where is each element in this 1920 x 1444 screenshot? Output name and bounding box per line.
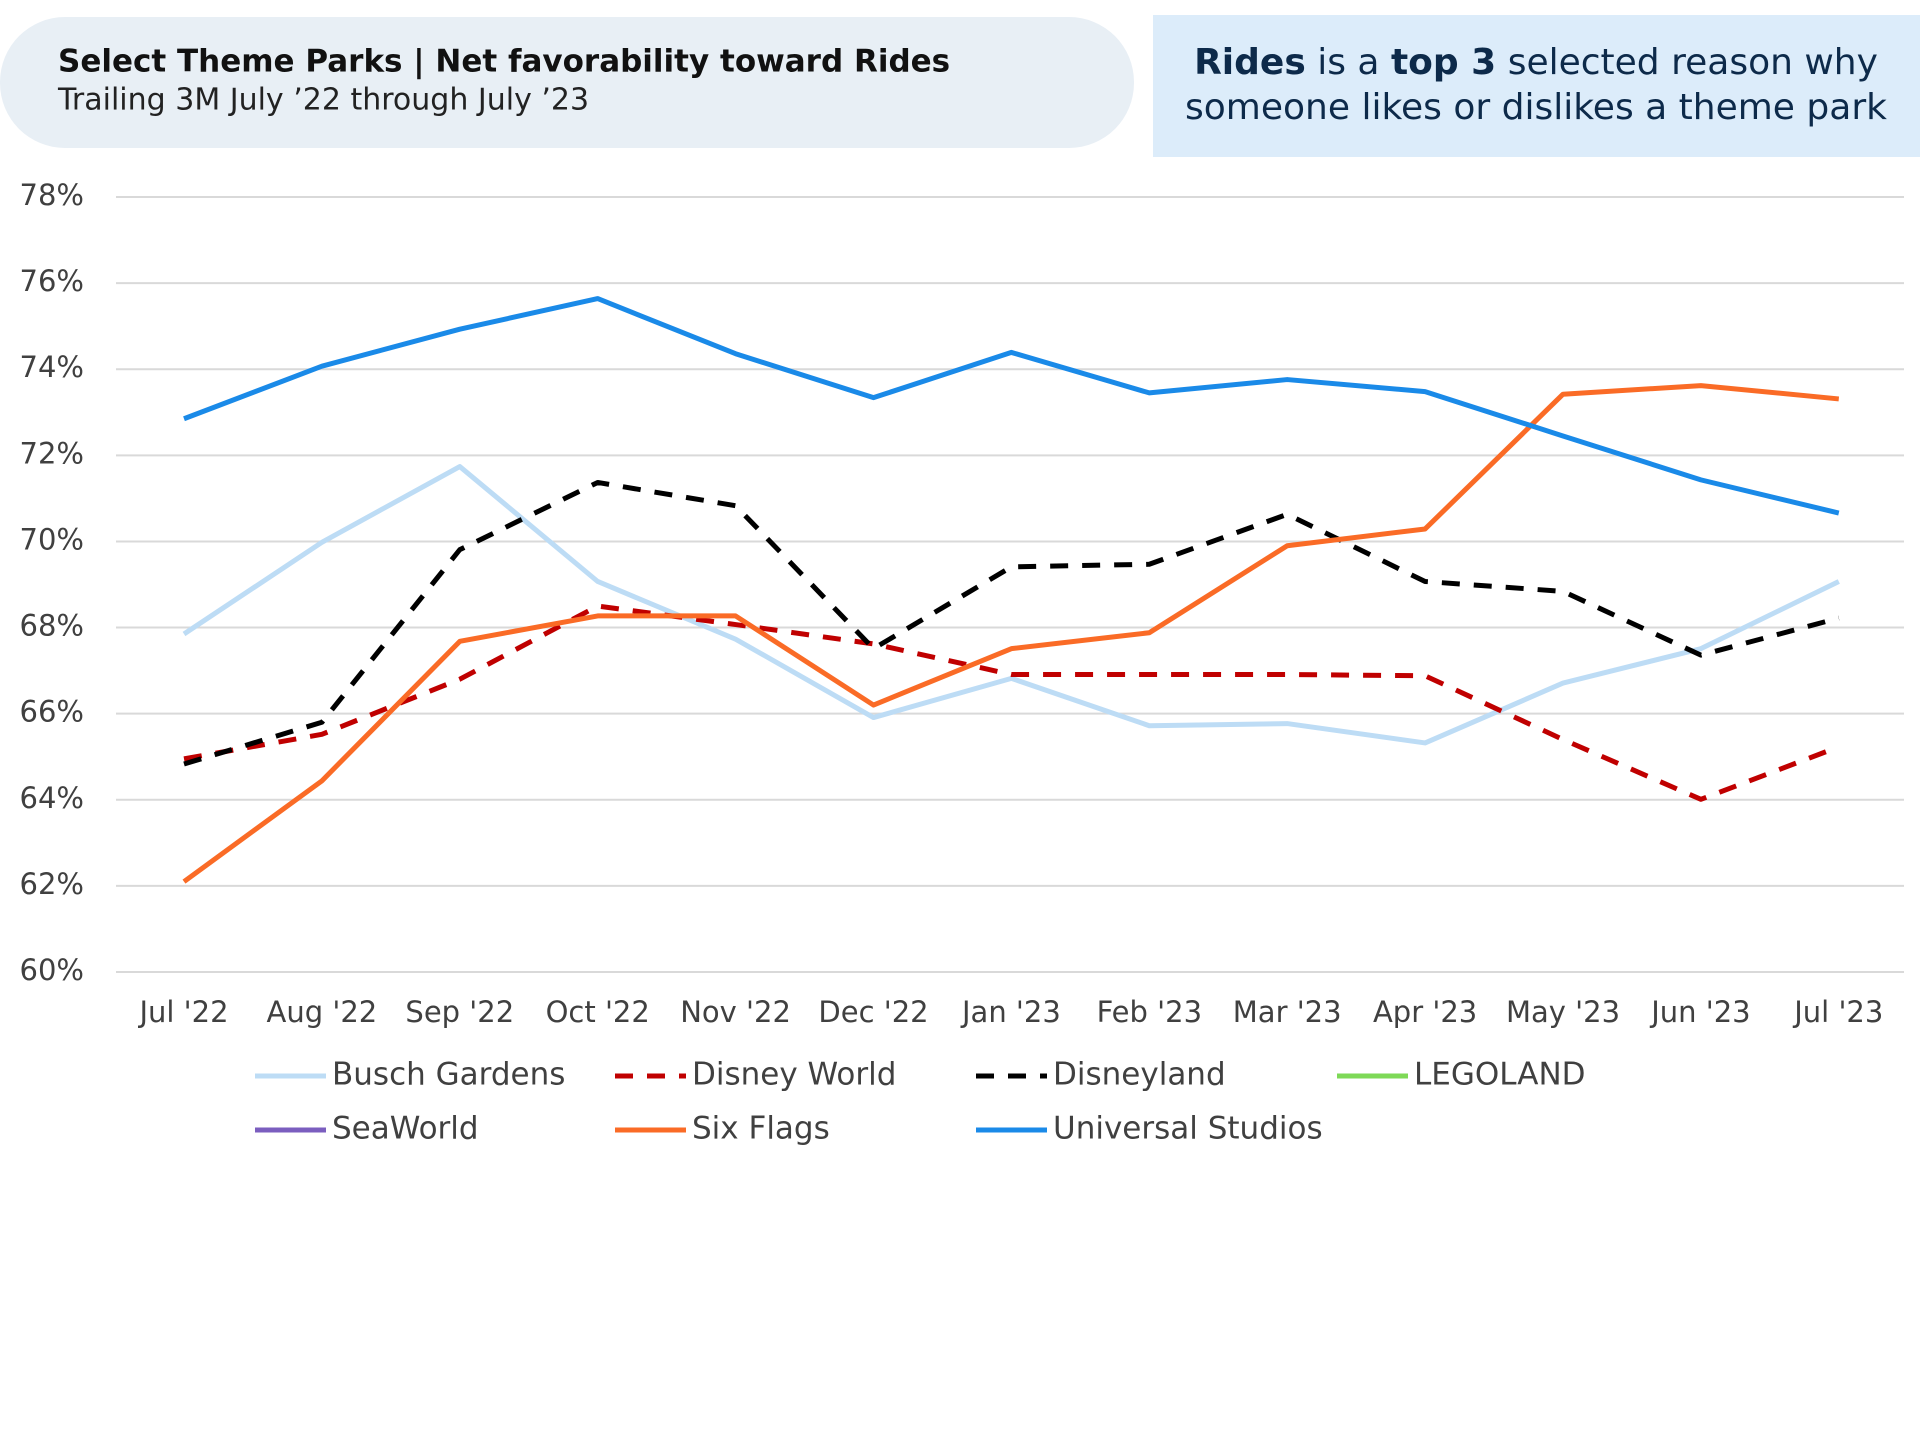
y-tick-label: 70% — [20, 522, 84, 556]
x-tick-label: Feb '23 — [1097, 995, 1202, 1029]
x-tick-label: Oct '22 — [546, 995, 650, 1029]
callout-line: Rides is a top 3 selected reason why — [1194, 42, 1878, 83]
x-tick-label: Sep '22 — [405, 995, 514, 1029]
x-tick-label: Dec '22 — [818, 995, 928, 1029]
legend-label: Universal Studios — [1053, 1111, 1323, 1147]
x-tick-label: Mar '23 — [1233, 995, 1342, 1029]
x-tick-label: Jan '23 — [960, 995, 1061, 1029]
callout-text: selected reason why — [1508, 42, 1878, 83]
legend-label: Disney World — [692, 1057, 896, 1093]
callout-line: someone likes or dislikes a theme park — [1185, 87, 1887, 128]
callout-text: is a — [1317, 42, 1379, 83]
chart-title: Select Theme Parks | Net favorability to… — [58, 44, 950, 80]
y-tick-label: 72% — [20, 436, 84, 470]
header-pill — [0, 17, 1134, 148]
x-tick-label: Aug '22 — [267, 995, 378, 1029]
x-tick-label: Jul '22 — [137, 995, 228, 1029]
x-tick-label: Nov '22 — [680, 995, 791, 1029]
callout-bold: top 3 — [1391, 42, 1496, 83]
legend-label: SeaWorld — [332, 1111, 479, 1147]
series-line — [183, 479, 1840, 767]
legend-label: Six Flags — [692, 1111, 830, 1147]
series-line — [183, 603, 1840, 802]
x-tick-label: May '23 — [1506, 995, 1620, 1029]
callout-box — [1153, 15, 1920, 157]
series-line — [183, 296, 1840, 516]
legend-label: Busch Gardens — [332, 1057, 565, 1093]
x-tick-label: Apr '23 — [1373, 995, 1477, 1029]
y-tick-label: 60% — [20, 953, 84, 987]
y-tick-label: 62% — [20, 867, 84, 901]
chart-subtitle: Trailing 3M July ’22 through July ’23 — [57, 83, 589, 118]
y-tick-label: 68% — [20, 609, 84, 643]
y-tick-label: 78% — [20, 178, 84, 212]
x-tick-label: Jul '23 — [1792, 995, 1883, 1029]
series-line — [182, 464, 1840, 746]
y-tick-label: 66% — [20, 695, 84, 729]
y-tick-label: 74% — [20, 350, 84, 384]
callout-bold: Rides — [1194, 42, 1306, 83]
legend-label: LEGOLAND — [1414, 1057, 1586, 1093]
series-line — [182, 383, 1840, 884]
y-tick-label: 76% — [20, 264, 84, 298]
y-tick-label: 64% — [20, 781, 84, 815]
x-tick-label: Jun '23 — [1649, 995, 1750, 1029]
legend-label: Disneyland — [1053, 1057, 1226, 1093]
